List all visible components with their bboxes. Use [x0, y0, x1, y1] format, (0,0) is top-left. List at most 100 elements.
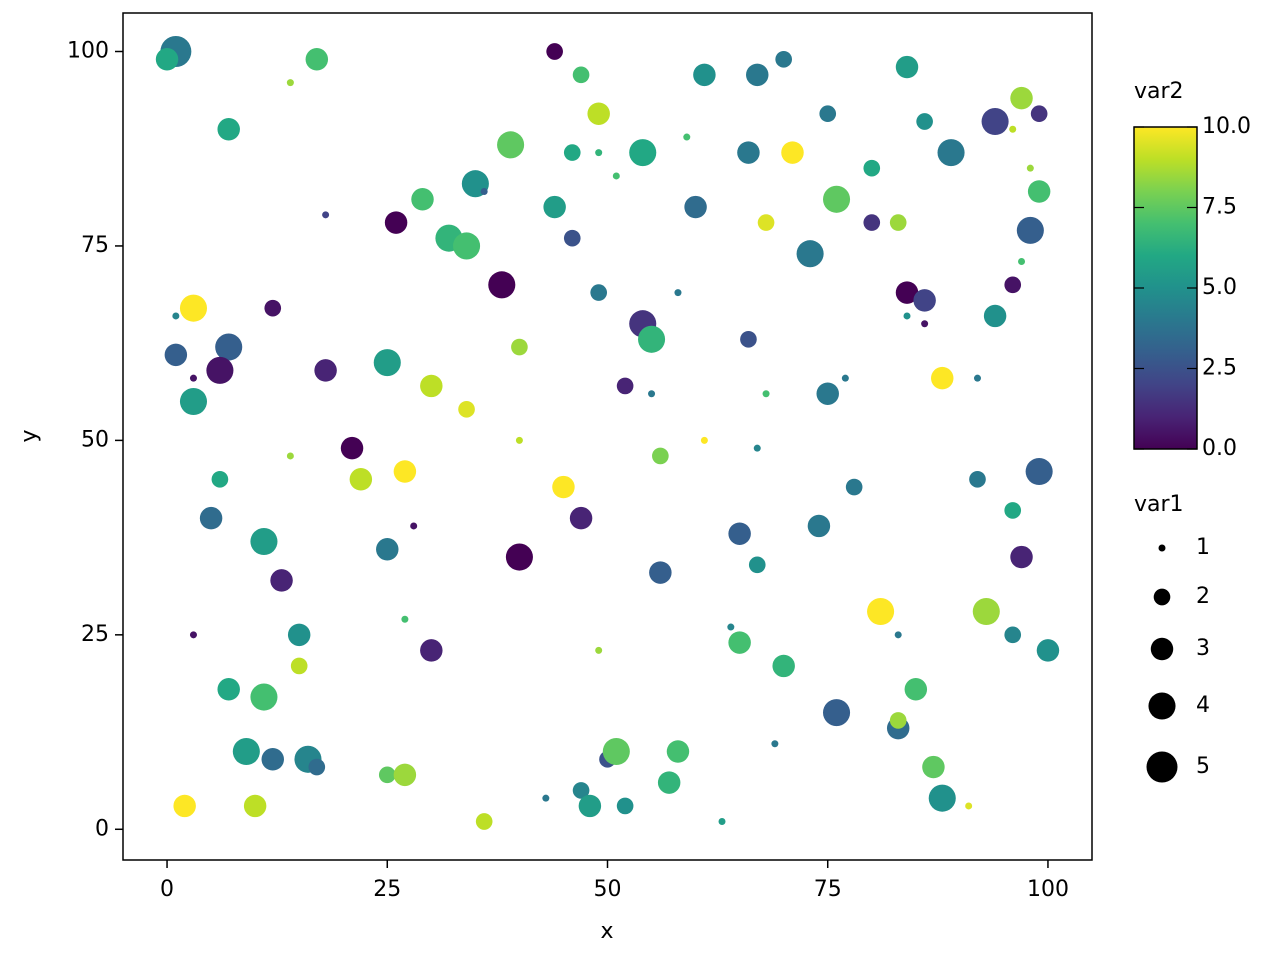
bubble [543, 195, 566, 219]
bubble [737, 141, 760, 164]
y-tick-label: 75 [81, 233, 109, 258]
size-legend-key [1150, 637, 1174, 661]
colorbar [1133, 126, 1198, 450]
bubble [683, 133, 691, 141]
bubble [587, 102, 610, 125]
bubble [217, 118, 240, 141]
bubble [305, 48, 329, 71]
bubble [775, 50, 793, 68]
bubble [657, 771, 681, 794]
bubble [410, 522, 418, 530]
bubble [411, 188, 434, 211]
bubble [199, 506, 223, 530]
size-legend-label: 1 [1196, 535, 1210, 560]
bubble [546, 43, 563, 60]
bubble [863, 214, 881, 231]
bubble [867, 597, 895, 626]
bubble [863, 159, 881, 177]
bubble [480, 188, 488, 195]
size-legend-label: 3 [1196, 636, 1210, 661]
bubble [563, 229, 581, 247]
colorbar-title: var2 [1134, 79, 1184, 104]
bubble [916, 113, 933, 130]
x-tick-label: 0 [160, 877, 174, 902]
size-legend-label: 2 [1196, 584, 1210, 609]
bubble [572, 66, 590, 84]
bubble [616, 377, 634, 395]
bubble [264, 299, 282, 317]
bubble [728, 522, 751, 545]
y-tick-label: 50 [81, 427, 109, 452]
bubble [771, 740, 779, 748]
bubble [822, 185, 851, 213]
bubble [569, 506, 593, 530]
size-legend-key [1153, 588, 1171, 606]
bubble [973, 374, 981, 382]
bubble [453, 232, 481, 260]
bubble [740, 330, 757, 348]
bubble [590, 284, 608, 301]
bubble [488, 271, 516, 299]
size-legend-key [1148, 692, 1176, 720]
bubble [552, 475, 575, 499]
bubble [822, 699, 851, 727]
bubble [308, 758, 326, 776]
bubble [232, 737, 260, 766]
bubble [903, 312, 911, 320]
bubble [895, 55, 919, 79]
bubble [340, 436, 364, 460]
bubble [807, 514, 831, 538]
bubble [612, 172, 620, 180]
bubble [931, 366, 954, 390]
bubble [179, 294, 208, 322]
bubble [290, 657, 308, 675]
bubble [841, 374, 849, 382]
bubble [796, 240, 824, 268]
bubble [515, 436, 523, 444]
bubble [965, 802, 973, 810]
x-tick-label: 25 [373, 877, 401, 902]
bubble [649, 561, 672, 584]
y-tick-label: 25 [81, 622, 109, 647]
bubble [913, 289, 936, 312]
x-tick-label: 100 [1027, 877, 1069, 902]
bubble [772, 654, 795, 678]
bubble [378, 766, 396, 784]
bubble [684, 195, 707, 219]
x-tick-label: 75 [814, 877, 842, 902]
bubble [1030, 105, 1048, 123]
y-axis-label: y [17, 429, 42, 442]
bubble [1004, 626, 1022, 644]
bubble [1018, 258, 1026, 265]
bubble [904, 678, 928, 701]
bubble [1004, 502, 1022, 519]
colorbar-tick-label: 5.0 [1202, 275, 1237, 300]
bubble [497, 131, 525, 159]
bubble [1009, 125, 1017, 133]
size-legend-label: 5 [1196, 754, 1210, 779]
bubble [816, 382, 839, 405]
colorbar-tick-label: 0.0 [1202, 436, 1237, 461]
bubble [243, 794, 267, 818]
bubble [250, 527, 278, 556]
bubble [211, 470, 229, 488]
bubble [652, 447, 669, 465]
bubble [648, 390, 656, 398]
bubble [511, 338, 528, 356]
bubble [638, 325, 666, 353]
bubble [718, 818, 726, 825]
bubble [215, 333, 243, 361]
bubble [1016, 216, 1044, 244]
x-tick-label: 50 [594, 877, 622, 902]
bubble [762, 390, 770, 398]
bubble [393, 763, 417, 787]
bubble [505, 543, 533, 571]
bubble [595, 646, 603, 654]
bubble [748, 556, 766, 574]
bubble [1010, 545, 1033, 569]
bubble [189, 374, 197, 382]
bubble [349, 468, 373, 491]
x-axis-label: x [600, 919, 613, 944]
bubble [393, 460, 417, 483]
bubble [1025, 457, 1053, 486]
